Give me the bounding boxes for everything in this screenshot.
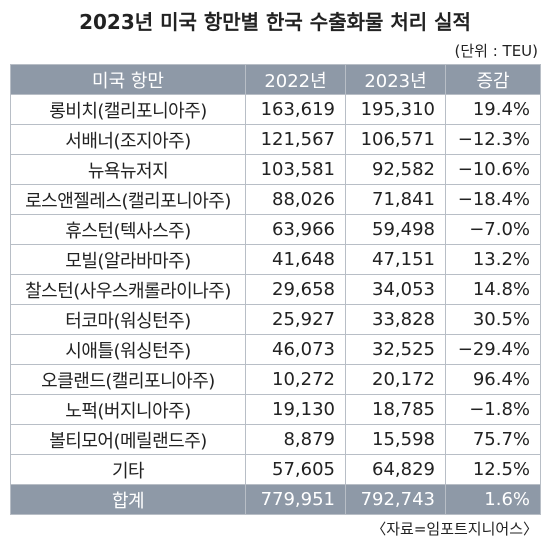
data-table: 미국 항만 2022년 2023년 증감 롱비치(캘리포니아주) 163,619 195,… — [10, 64, 541, 515]
total-cell: 779,951 — [245, 484, 346, 515]
cell: 63,966 — [245, 214, 346, 245]
port-name: 볼티모어(메릴랜드주) — [10, 424, 246, 455]
table-row: 롱비치(캘리포니아주) 163,619 195,310 19.4% — [10, 94, 541, 125]
cell: 106,571 — [345, 124, 446, 155]
table-row: 시애틀(워싱턴주) 46,073 32,525 −29.4% — [10, 334, 541, 365]
table-body: 롱비치(캘리포니아주) 163,619 195,310 19.4% 서배너(조지아주) 1… — [10, 94, 541, 515]
cell: 14.8% — [445, 274, 541, 305]
cell: −1.8% — [445, 394, 541, 425]
cell: 71,841 — [345, 184, 446, 215]
cell: −18.4% — [445, 184, 541, 215]
table-row: 모빌(알라바마주) 41,648 47,151 13.2% — [10, 244, 541, 275]
cell: 75.7% — [445, 424, 541, 455]
column-header: 증감 — [445, 64, 541, 95]
cell: 32,525 — [345, 334, 446, 365]
cell: 15,598 — [345, 424, 446, 455]
cell: 88,026 — [245, 184, 346, 215]
table-row: 뉴욕뉴저지 103,581 92,582 −10.6% — [10, 154, 541, 185]
table-row: 서배너(조지아주) 121,567 106,571 −12.3% — [10, 124, 541, 155]
cell: −29.4% — [445, 334, 541, 365]
cell: 121,567 — [245, 124, 346, 155]
port-name: 로스앤젤레스(캘리포니아주) — [10, 184, 246, 215]
cell: 92,582 — [345, 154, 446, 185]
table-row: 휴스턴(텍사스주) 63,966 59,498 −7.0% — [10, 214, 541, 245]
port-name: 찰스턴(사우스캐롤라이나주) — [10, 274, 246, 305]
source-note: 〈자료=임포트지니어스〉 — [371, 520, 538, 538]
cell: −12.3% — [445, 124, 541, 155]
cell: 103,581 — [245, 154, 346, 185]
table-row: 볼티모어(메릴랜드주) 8,879 15,598 75.7% — [10, 424, 541, 455]
cell: 13.2% — [445, 244, 541, 275]
cell: 59,498 — [345, 214, 446, 245]
cell: 20,172 — [345, 364, 446, 395]
port-name: 터코마(워싱턴주) — [10, 304, 246, 335]
port-name: 노퍽(버지니아주) — [10, 394, 246, 425]
cell: 10,272 — [245, 364, 346, 395]
title: 2023년 미국 항만별 한국 수출화물 처리 실적 — [79, 10, 471, 34]
cell: 19.4% — [445, 94, 541, 125]
column-header: 2023년 — [345, 64, 446, 95]
table-row: 터코마(워싱턴주) 25,927 33,828 30.5% — [10, 304, 541, 335]
total-cell: 792,743 — [345, 484, 446, 515]
port-name: 뉴욕뉴저지 — [10, 154, 246, 185]
cell: 29,658 — [245, 274, 346, 305]
cell: 47,151 — [345, 244, 446, 275]
unit-note: (단위 : TEU) — [454, 42, 538, 60]
cell: −7.0% — [445, 214, 541, 245]
cell: 57,605 — [245, 454, 346, 485]
cell: 19,130 — [245, 394, 346, 425]
cell: 46,073 — [245, 334, 346, 365]
cell: 163,619 — [245, 94, 346, 125]
header-row: 미국 항만 2022년 2023년 증감 — [10, 64, 541, 95]
port-name: 서배너(조지아주) — [10, 124, 246, 155]
port-name: 모빌(알라바마주) — [10, 244, 246, 275]
cell: 12.5% — [445, 454, 541, 485]
cell: 195,310 — [345, 94, 446, 125]
cell: 30.5% — [445, 304, 541, 335]
total-label: 합계 — [10, 484, 246, 515]
cell: 34,053 — [345, 274, 446, 305]
table-row: 찰스턴(사우스캐롤라이나주) 29,658 34,053 14.8% — [10, 274, 541, 305]
table-row: 오클랜드(캘리포니아주) 10,272 20,172 96.4% — [10, 364, 541, 395]
column-header: 미국 항만 — [10, 64, 246, 95]
cell: 18,785 — [345, 394, 446, 425]
cell: −10.6% — [445, 154, 541, 185]
table-row: 로스앤젤레스(캘리포니아주) 88,026 71,841 −18.4% — [10, 184, 541, 215]
cell: 64,829 — [345, 454, 446, 485]
cell: 25,927 — [245, 304, 346, 335]
cell: 8,879 — [245, 424, 346, 455]
port-name: 기타 — [10, 454, 246, 485]
port-name: 오클랜드(캘리포니아주) — [10, 364, 246, 395]
port-name: 롱비치(캘리포니아주) — [10, 94, 246, 125]
table-row: 기타 57,605 64,829 12.5% — [10, 454, 541, 485]
cell: 96.4% — [445, 364, 541, 395]
total-row: 합계 779,951 792,743 1.6% — [10, 484, 541, 515]
port-name: 휴스턴(텍사스주) — [10, 214, 246, 245]
table-row: 노퍽(버지니아주) 19,130 18,785 −1.8% — [10, 394, 541, 425]
port-name: 시애틀(워싱턴주) — [10, 334, 246, 365]
column-header: 2022년 — [245, 64, 346, 95]
cell: 33,828 — [345, 304, 446, 335]
total-cell: 1.6% — [445, 484, 541, 515]
cell: 41,648 — [245, 244, 346, 275]
